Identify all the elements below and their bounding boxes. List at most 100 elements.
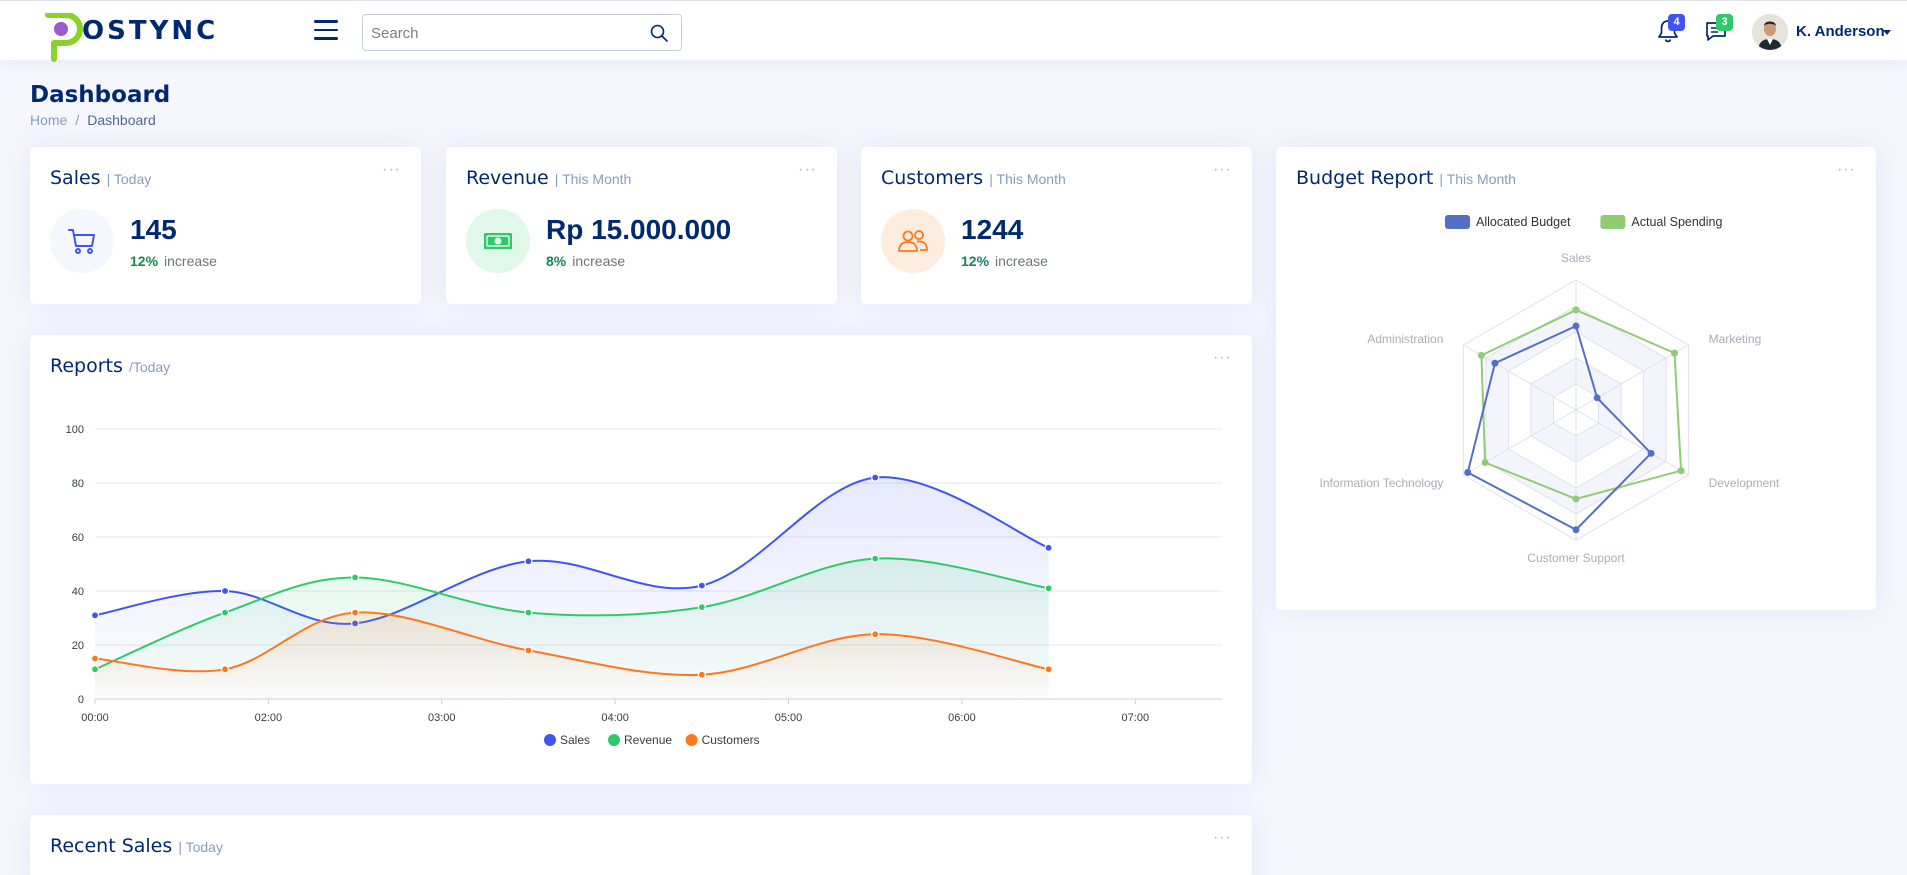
change-label: increase [572, 253, 626, 269]
budget-radar-chart: Sales Marketing Development Customer Suppor… [1320, 215, 1780, 565]
data-point [220, 608, 230, 617]
messages-badge: 3 [1716, 14, 1733, 31]
card-title-text: Recent Sales [50, 835, 173, 857]
search-input[interactable] [371, 23, 641, 43]
breadcrumb-separator: / [75, 112, 80, 128]
x-tick-label: 02:00 [255, 712, 283, 724]
card-period: | This Month [1439, 171, 1516, 187]
data-point [871, 554, 880, 563]
data-point [90, 611, 100, 620]
cart-icon [68, 229, 95, 254]
card-menu-icon[interactable]: ··· [1837, 161, 1856, 178]
search-icon[interactable] [649, 23, 669, 43]
reports-card: Reports /Today ··· 0 20 40 60 80 100 00:00 02:0… [30, 335, 1252, 784]
radar-spoke [1575, 409, 1689, 476]
change-label: increase [995, 253, 1048, 269]
logo[interactable]: OSTYNC [44, 13, 215, 73]
card-title: Revenue | This Month [466, 167, 631, 189]
radar-point [1647, 449, 1655, 457]
card-menu-icon[interactable]: ··· [1213, 349, 1232, 366]
card-period: | This Month [989, 171, 1066, 187]
y-tick-label: 0 [78, 694, 84, 706]
customers-value: 1244 [961, 214, 1024, 245]
people-icon-circle [881, 209, 945, 273]
radar-point [1477, 351, 1485, 359]
menu-line [314, 37, 338, 40]
radar-point [1671, 349, 1679, 357]
legend-marker [608, 734, 620, 746]
radar-axis-label: Sales [1561, 251, 1591, 265]
radar-point [1481, 459, 1489, 466]
data-point [524, 608, 533, 617]
card-menu-icon[interactable]: ··· [382, 161, 401, 178]
breadcrumb-current: Dashboard [87, 112, 156, 128]
card-menu-icon[interactable]: ··· [798, 161, 817, 178]
radar-axis-label: Administration [1367, 332, 1443, 346]
x-tick-label: 05:00 [775, 712, 803, 724]
breadcrumb-home-link[interactable]: Home [30, 112, 68, 128]
y-tick-label: 100 [66, 424, 84, 436]
legend-label: Allocated Budget [1476, 215, 1571, 229]
card-period: | Today [178, 839, 223, 855]
user-menu-toggle[interactable]: K. Anderson [1796, 23, 1885, 40]
radar-point [1464, 469, 1472, 476]
y-tick-label: 20 [72, 640, 84, 652]
revenue-value: Rp 15.000.000 [546, 214, 732, 245]
data-point [1044, 584, 1053, 593]
data-point [697, 581, 706, 590]
legend-label: Sales [560, 733, 590, 747]
x-tick-label: 07:00 [1122, 712, 1150, 724]
cash-icon-circle [466, 209, 530, 273]
legend-marker [544, 734, 556, 746]
menu-line [314, 28, 338, 31]
logo-text: OSTYNC [82, 16, 219, 46]
page-title: Dashboard [30, 82, 171, 108]
data-point [350, 573, 360, 582]
chevron-down-icon[interactable] [1883, 30, 1891, 35]
sidebar-toggle-button[interactable] [314, 20, 338, 40]
data-point [1044, 665, 1053, 674]
legend-marker [1445, 215, 1470, 229]
card-menu-icon[interactable]: ··· [1213, 161, 1232, 178]
messages-button[interactable]: 3 [1704, 14, 1733, 44]
cash-icon [484, 233, 512, 249]
card-title-text: Reports [50, 355, 123, 377]
card-title-text: Sales [50, 167, 101, 189]
y-tick-label: 80 [72, 478, 84, 490]
change-label: increase [164, 253, 217, 269]
card-period: | Today [106, 171, 152, 187]
data-point [697, 603, 706, 612]
user-photo-icon [1752, 14, 1788, 50]
sales-pct: 12% [130, 253, 159, 269]
card-menu-icon[interactable]: ··· [1213, 829, 1232, 846]
data-point [871, 630, 880, 639]
breadcrumb: Home / Dashboard [30, 112, 156, 128]
search-bar [362, 14, 682, 51]
y-tick-label: 40 [72, 586, 84, 598]
x-tick-label: 03:00 [428, 712, 456, 724]
radar-axis-label: Marketing [1709, 332, 1762, 346]
card-title: Customers | This Month [881, 167, 1066, 189]
x-tick-label: 04:00 [601, 712, 629, 724]
notifications-badge: 4 [1668, 14, 1685, 31]
radar-point [1677, 467, 1685, 475]
card-title: Recent Sales | Today [50, 835, 223, 857]
revenue-change: 8% increase [546, 253, 625, 269]
radar-point [1572, 526, 1580, 534]
x-tick-label: 00:00 [81, 712, 109, 724]
legend-label: Actual Spending [1631, 215, 1722, 229]
avatar[interactable] [1752, 14, 1788, 50]
data-point [524, 557, 533, 566]
radar-axis-label: Information Technology [1320, 476, 1444, 490]
reports-chart: 0 20 40 60 80 100 00:00 02:00 03:00 04:00 05:00 06:… [66, 424, 1222, 747]
card-period: | This Month [554, 171, 632, 187]
customers-change: 12% increase [961, 253, 1048, 269]
radar-point [1593, 394, 1601, 402]
cart-icon-circle [50, 209, 114, 273]
data-point [1044, 543, 1053, 552]
sales-card: Sales | Today ··· 145 12% increase [30, 147, 421, 304]
x-tick-label: 06:00 [948, 712, 976, 724]
card-title: Sales | Today [50, 167, 151, 189]
data-point [871, 473, 880, 482]
notifications-button[interactable]: 4 [1656, 14, 1685, 44]
